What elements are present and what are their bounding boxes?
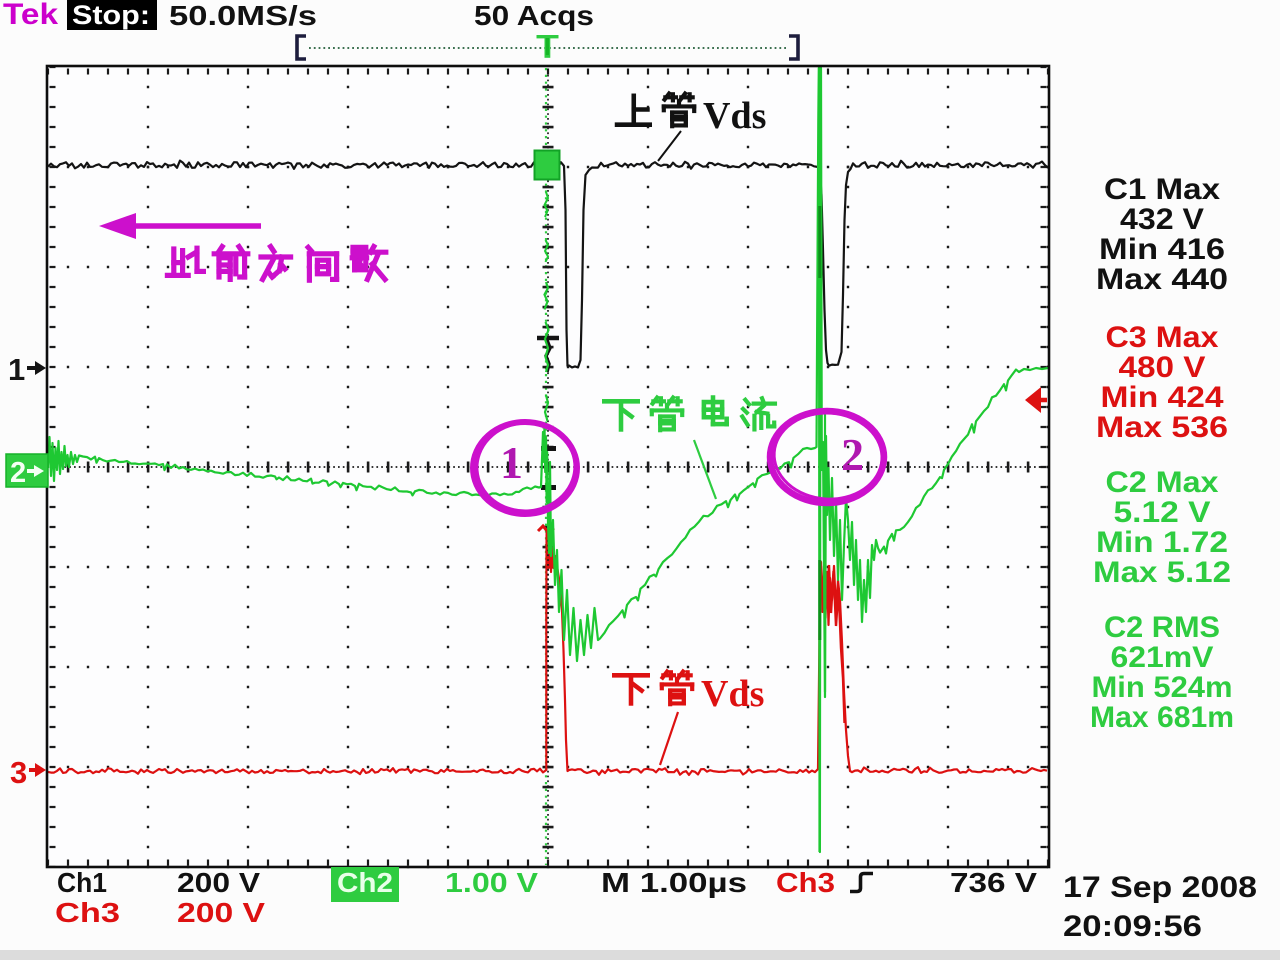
svg-text:2: 2	[10, 457, 26, 489]
svg-text:2: 2	[841, 429, 864, 480]
svg-text:Ch3: Ch3	[776, 867, 835, 898]
svg-text:Max 440: Max 440	[1096, 263, 1228, 296]
svg-text:3: 3	[10, 755, 27, 790]
svg-text:17 Sep 2008: 17 Sep 2008	[1063, 871, 1257, 904]
svg-text:Min 424: Min 424	[1101, 381, 1224, 414]
svg-text:Ch1: Ch1	[57, 867, 107, 898]
svg-text:Stop:: Stop:	[72, 0, 150, 30]
svg-text:1: 1	[500, 437, 523, 488]
svg-text:Min 416: Min 416	[1099, 233, 1225, 266]
svg-text:Vds: Vds	[701, 673, 764, 715]
svg-text:736 V: 736 V	[950, 867, 1037, 898]
svg-text:Max 5.12: Max 5.12	[1093, 556, 1231, 589]
svg-text:50 Acqs: 50 Acqs	[474, 0, 594, 31]
svg-text:621mV: 621mV	[1111, 641, 1214, 674]
svg-text:C3 Max: C3 Max	[1106, 321, 1219, 354]
svg-text:C2 RMS: C2 RMS	[1104, 611, 1220, 644]
svg-text:1.00 V: 1.00 V	[445, 867, 538, 898]
svg-text:50.0MS/s: 50.0MS/s	[169, 0, 317, 31]
svg-text:Ch3: Ch3	[55, 897, 120, 928]
svg-text:200 V: 200 V	[177, 867, 260, 898]
svg-text:Vds: Vds	[703, 95, 766, 137]
svg-text:Tek: Tek	[3, 0, 58, 31]
svg-text:Max 681m: Max 681m	[1090, 701, 1234, 734]
svg-text:M 1.00µs: M 1.00µs	[601, 867, 747, 898]
svg-text:Ch2: Ch2	[337, 867, 393, 898]
svg-text:C2 Max: C2 Max	[1106, 466, 1219, 499]
svg-text:C1 Max: C1 Max	[1104, 173, 1220, 206]
svg-text:Min 524m: Min 524m	[1092, 671, 1233, 704]
svg-text:480 V: 480 V	[1119, 351, 1206, 384]
svg-text:432 V: 432 V	[1120, 203, 1204, 236]
svg-text:5.12 V: 5.12 V	[1114, 496, 1211, 529]
svg-text:Min 1.72: Min 1.72	[1096, 526, 1228, 559]
svg-text:1: 1	[8, 352, 25, 387]
svg-text:Max 536: Max 536	[1096, 411, 1228, 444]
svg-text:200 V: 200 V	[177, 897, 265, 928]
svg-text:20:09:56: 20:09:56	[1063, 910, 1202, 943]
